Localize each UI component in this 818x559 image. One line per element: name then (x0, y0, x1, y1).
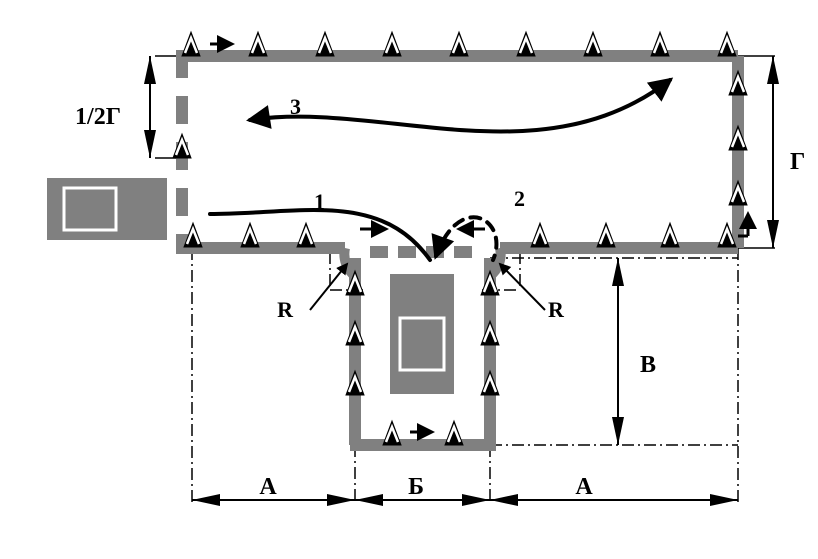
curve-label-1: 1 (314, 189, 325, 214)
gap-dash-0 (370, 246, 388, 258)
dim-label: Г (790, 149, 805, 175)
dim-label: А (575, 474, 593, 500)
r-label-1: R (548, 297, 565, 322)
dim-label: В (640, 352, 656, 378)
dim-label: Б (408, 474, 424, 500)
curve-label-3: 3 (290, 94, 301, 119)
dim-label: 1/2Г (75, 104, 121, 130)
curve-label-2: 2 (514, 186, 525, 211)
gap-dash-1 (398, 246, 416, 258)
r-label-0: R (277, 297, 294, 322)
dim-label: А (259, 474, 277, 500)
gap-dash-3 (454, 246, 472, 258)
